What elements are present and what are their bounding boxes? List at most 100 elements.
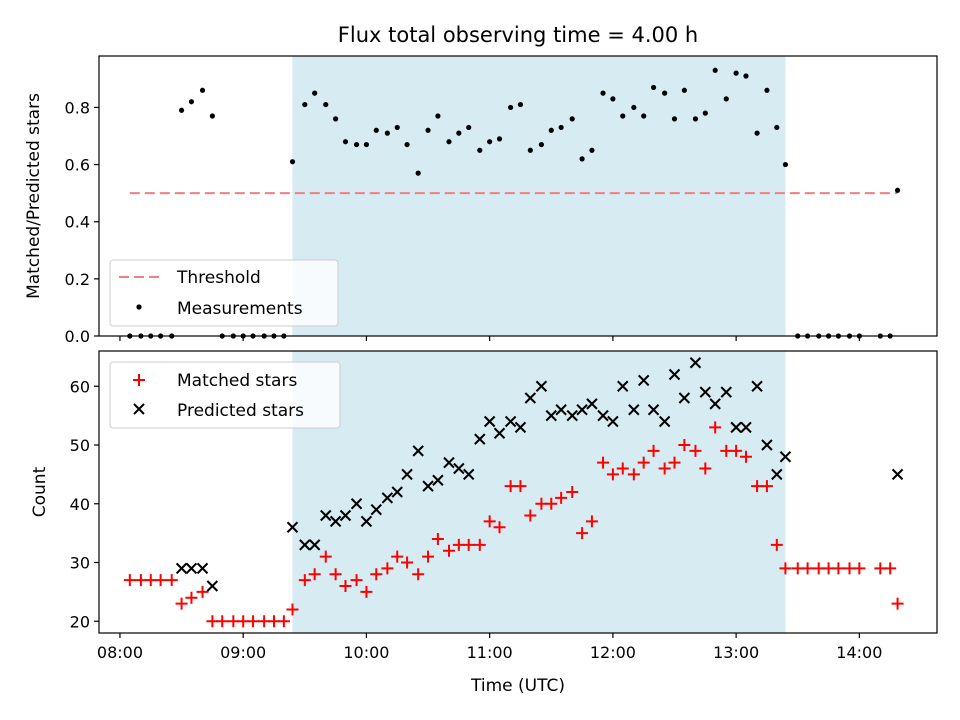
matched-star-point <box>658 462 671 475</box>
predicted-star-point <box>586 398 598 410</box>
measurement-point <box>631 104 637 111</box>
bottom-x-tick-label: 09:00 <box>220 643 266 662</box>
predicted-star-point <box>443 456 455 469</box>
predicted-star-point <box>761 439 773 451</box>
bottom-axes: 20 30 40 50 60 08:00 09:00 10:00 11:00 12:00 13:0… <box>30 350 938 696</box>
top-legend: Threshold Measurements <box>109 259 339 327</box>
predicted-star-point <box>185 562 198 575</box>
measurement-point <box>692 116 699 122</box>
legend-predicted-label: Predicted stars <box>177 401 304 421</box>
top-y-ticks: 0.0 0.2 0.4 0.6 0.8 <box>65 98 99 346</box>
measurement-point <box>508 104 514 111</box>
matched-star-point <box>483 515 496 528</box>
measurement-point <box>579 156 585 162</box>
predicted-star-point <box>514 421 527 434</box>
measurement-point <box>342 139 349 145</box>
measurement-point <box>782 161 789 168</box>
predicted-star-point <box>891 468 904 481</box>
predicted-star-point <box>709 398 721 410</box>
bottom-x-tick-label: 12:00 <box>590 643 636 662</box>
measurement-point <box>723 96 729 102</box>
matched-star-point <box>832 562 845 575</box>
predicted-star-point <box>617 380 629 392</box>
measurement-point <box>404 141 410 148</box>
predicted-star-point <box>391 486 403 498</box>
predicted-star-point <box>730 421 742 434</box>
predicted-star-point <box>206 580 219 592</box>
measurement-point <box>589 147 595 153</box>
legend-measurements-label: Measurements <box>177 299 303 319</box>
matched-star-point <box>247 615 260 628</box>
bottom-y-axis-label: Count <box>30 466 50 517</box>
top-y-tick-label: 0.8 <box>65 98 90 117</box>
matched-star-point <box>308 568 321 581</box>
bottom-y-ticks: 20 30 40 50 60 <box>70 377 99 631</box>
measurement-point <box>289 159 296 165</box>
chart-title: Flux total observing time = 4.00 h <box>338 23 698 47</box>
bottom-x-tick-label: 10:00 <box>343 643 389 662</box>
predicted-star-point <box>771 468 783 481</box>
matched-star-point <box>709 421 722 434</box>
measurement-point <box>302 101 308 108</box>
predicted-star-point <box>474 433 486 445</box>
matched-star-point <box>597 456 610 469</box>
predicted-star-point <box>720 386 732 398</box>
measurement-point <box>363 141 370 148</box>
matched-star-point <box>555 491 568 504</box>
matched-star-point <box>779 562 792 575</box>
legend-matched-label: Matched stars <box>177 371 297 391</box>
measurement-point <box>671 116 678 122</box>
matched-star-point <box>739 450 752 463</box>
matched-star-point <box>462 538 475 551</box>
bottom-x-tick-label: 14:00 <box>836 643 882 662</box>
measurement-point <box>527 147 533 153</box>
bottom-y-tick-label: 60 <box>70 377 90 396</box>
measurement-point <box>538 141 545 148</box>
matched-star-point <box>585 515 598 528</box>
legend-predicted-swatch <box>133 403 145 415</box>
measurement-point <box>487 139 493 145</box>
predicted-star-point <box>462 468 475 481</box>
measurement-point <box>312 90 318 96</box>
top-axes: 0.00.20.40.60.8 Matched/Predicted stars … <box>24 55 938 346</box>
measurement-point <box>394 124 400 131</box>
legend-measurements-swatch <box>136 304 142 310</box>
measurement-point <box>894 187 901 193</box>
predicted-star-point <box>628 404 640 416</box>
measurement-point <box>600 90 606 96</box>
bottom-y-tick-label: 40 <box>70 495 90 514</box>
bottom-y-tick-label: 30 <box>70 554 90 573</box>
predicted-star-point <box>381 492 394 504</box>
predicted-star-point <box>175 562 188 575</box>
measurement-point <box>477 147 483 153</box>
measurement-point <box>353 141 360 148</box>
predicted-star-point <box>370 503 382 516</box>
matched-star-point <box>576 527 589 540</box>
measurement-point <box>209 113 215 119</box>
matched-star-point <box>853 562 866 575</box>
matched-star-point <box>175 597 188 610</box>
matched-star-point <box>154 574 167 587</box>
top-x-ticks <box>119 336 860 341</box>
predicted-star-point <box>412 445 424 457</box>
bottom-x-tick-label: 13:00 <box>713 643 759 662</box>
x-axis-label: Time (UTC) <box>470 676 565 696</box>
predicted-star-point <box>453 462 465 475</box>
measurement-point <box>764 87 770 93</box>
predicted-star-point <box>689 357 702 369</box>
matched-star-point <box>298 574 311 587</box>
predicted-star-point <box>483 415 496 428</box>
measurement-point <box>333 116 339 122</box>
predicted-star-point <box>740 421 752 434</box>
predicted-star-point <box>779 451 792 463</box>
measurement-point <box>743 73 749 79</box>
matched-star-point <box>391 550 404 563</box>
measurement-point <box>425 127 431 133</box>
measurement-point <box>620 113 626 119</box>
measurement-point <box>558 124 564 131</box>
predicted-star-point <box>504 415 517 428</box>
predicted-star-point <box>566 409 578 422</box>
top-y-axis-label: Matched/Predicted stars <box>24 93 44 299</box>
measurement-point <box>548 127 554 133</box>
matched-star-point <box>412 568 425 581</box>
